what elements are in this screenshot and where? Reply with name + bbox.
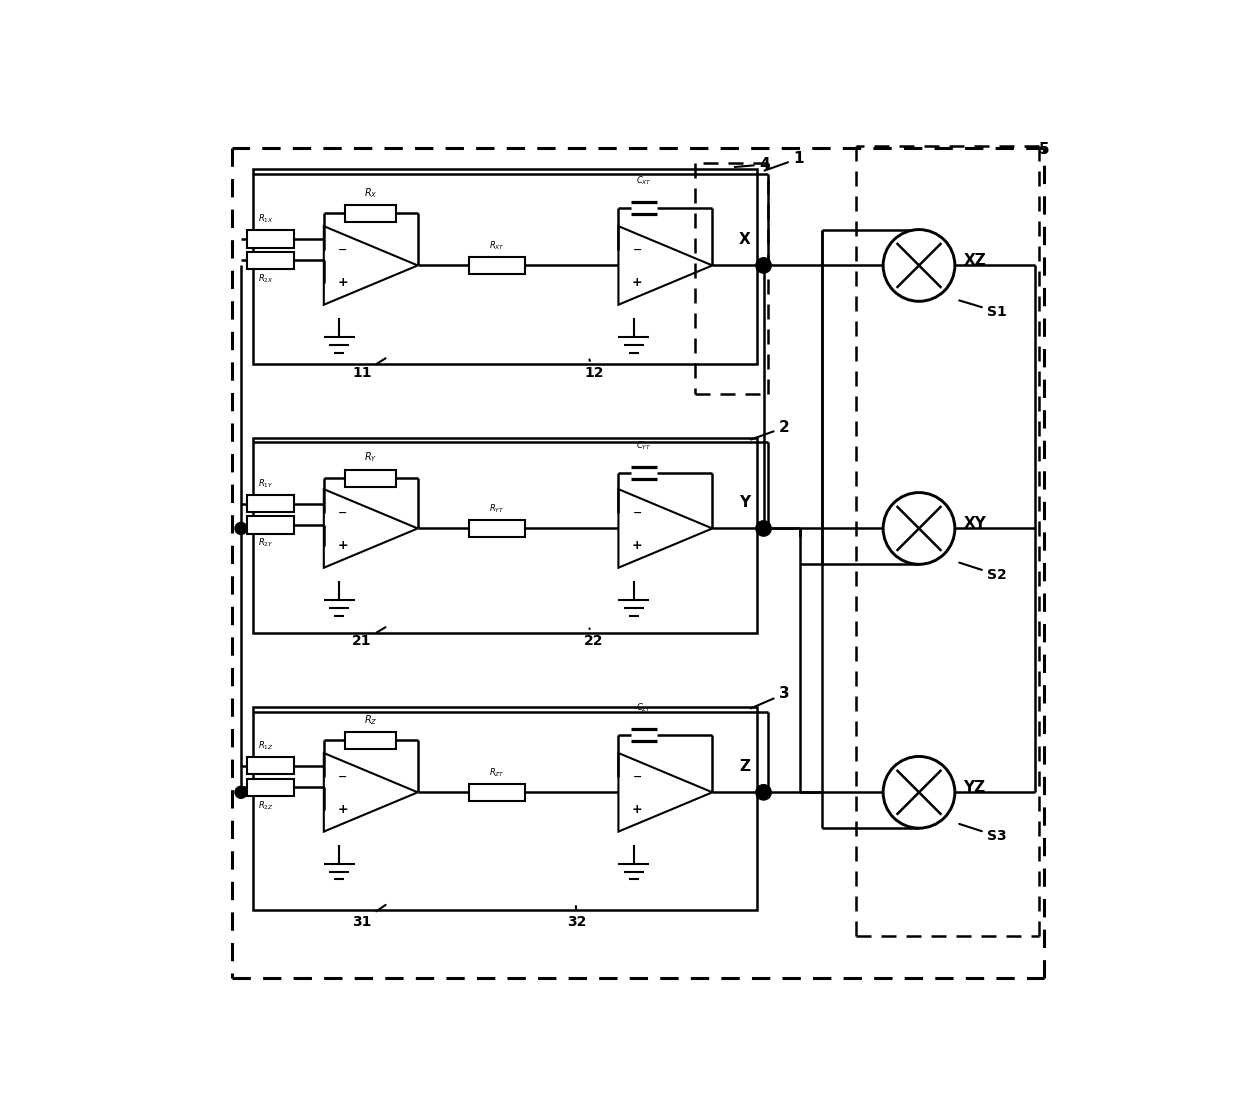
Bar [247,495,294,512]
Bar [470,257,525,274]
Text: −: − [632,772,642,782]
Circle shape [756,785,771,800]
Text: 2: 2 [751,420,790,439]
Text: −: − [632,508,642,518]
Text: 31: 31 [352,905,386,928]
Bar [253,706,756,910]
Bar [247,757,294,774]
Circle shape [756,257,771,273]
Text: XZ: XZ [963,253,986,267]
Bar [345,469,397,487]
Bar [247,779,294,796]
Text: −: − [339,245,347,255]
Text: +: + [632,276,642,289]
Bar [253,169,756,364]
Text: 32: 32 [567,906,587,928]
Text: $R_{2Y}$: $R_{2Y}$ [258,537,274,549]
Text: 4: 4 [735,157,770,172]
Text: S1: S1 [960,301,1007,318]
Text: $R_{XT}$: $R_{XT}$ [490,240,505,252]
Circle shape [236,786,247,798]
Text: 3: 3 [750,686,790,709]
Text: 12: 12 [584,359,604,380]
Circle shape [236,522,247,535]
Text: 11: 11 [352,358,386,380]
Text: $C_{XT}$: $C_{XT}$ [636,174,652,187]
Text: $R_{2Z}$: $R_{2Z}$ [258,800,274,812]
Text: $R_{2X}$: $R_{2X}$ [258,273,274,285]
Circle shape [758,260,770,272]
Circle shape [883,492,955,564]
Circle shape [883,756,955,828]
Text: +: + [337,539,348,552]
Text: $C_{ZT}$: $C_{ZT}$ [636,701,652,714]
Bar [470,520,525,537]
Text: $R_Z$: $R_Z$ [365,713,377,726]
Text: Y: Y [739,495,750,510]
Text: YZ: YZ [963,780,986,795]
Text: XY: XY [963,516,986,531]
Text: −: − [339,508,347,518]
Text: 21: 21 [352,628,386,649]
Text: $R_{YT}$: $R_{YT}$ [490,502,505,515]
Bar [345,732,397,749]
Text: S3: S3 [960,824,1007,843]
Text: $R_Y$: $R_Y$ [365,450,377,465]
Bar [247,231,294,247]
Text: −: − [339,772,347,782]
Text: −: − [632,245,642,255]
Text: 22: 22 [584,629,604,649]
Text: +: + [337,276,348,289]
Text: $R_{ZT}$: $R_{ZT}$ [490,766,505,779]
Circle shape [758,786,770,798]
Circle shape [883,230,955,302]
Circle shape [758,522,770,535]
Text: $R_{1X}$: $R_{1X}$ [258,213,274,225]
Bar [253,438,756,632]
Text: +: + [632,803,642,816]
Text: $R_{1Y}$: $R_{1Y}$ [258,478,274,490]
Text: $R_{1Z}$: $R_{1Z}$ [258,740,274,752]
Circle shape [756,521,771,536]
Text: +: + [337,803,348,816]
Text: +: + [632,539,642,552]
Text: $R_X$: $R_X$ [365,186,377,200]
Text: $C_{YT}$: $C_{YT}$ [636,439,652,451]
Text: 1: 1 [765,151,804,171]
Bar [345,205,397,222]
Text: S2: S2 [960,562,1007,582]
Text: Z: Z [739,759,750,774]
Bar [247,517,294,533]
Text: 5: 5 [1039,142,1049,157]
Bar [470,784,525,801]
Bar [247,252,294,268]
Text: X: X [739,232,750,246]
